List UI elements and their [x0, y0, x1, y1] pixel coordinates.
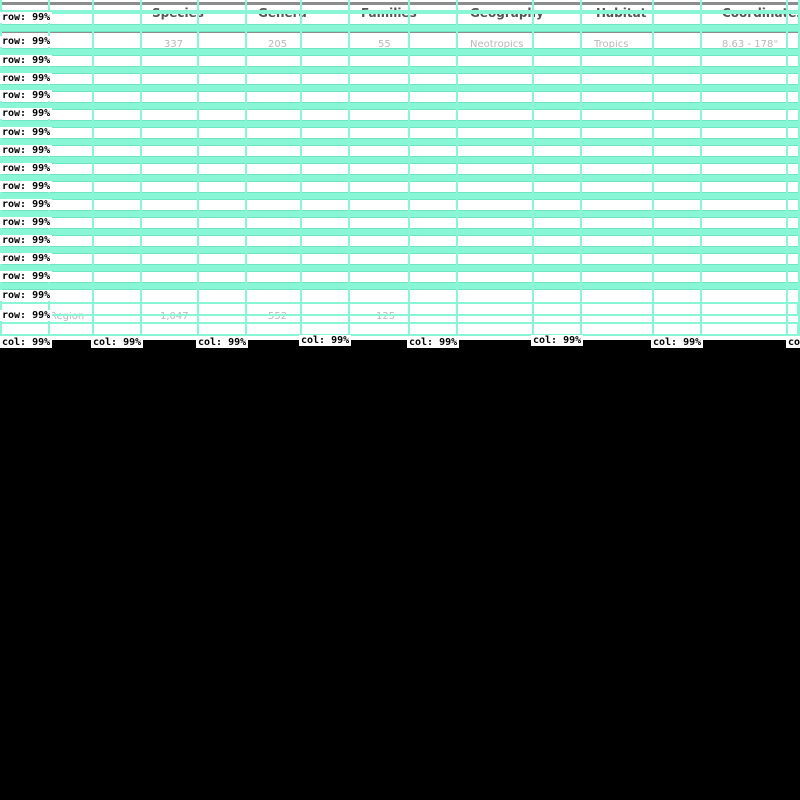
row-detection-label: row: 99% [0, 271, 53, 282]
column-box [92, 0, 142, 336]
row-detection-label: row: 99% [0, 127, 53, 138]
column-box [532, 0, 582, 336]
row-box-top [0, 10, 800, 14]
column-detection-label: col: 99% [91, 337, 144, 348]
row-detection-label: row: 99% [0, 310, 53, 321]
row-detection-label: row: 99% [0, 217, 53, 228]
column-detection-label: col: 99% [786, 337, 800, 348]
cell-families: 55 [378, 40, 391, 49]
column-detection-label: col: 99% [196, 337, 249, 348]
column-box [197, 0, 247, 336]
row-detection-label: row: 99% [0, 235, 53, 246]
column-detection-label: col: 99% [299, 335, 352, 346]
row-detection-label: row: 99% [0, 181, 53, 192]
cell-total-species: 1,047 [160, 312, 189, 321]
row-detection-label: row: 99% [0, 163, 53, 174]
row-detection-label: row: 99% [0, 73, 53, 84]
cell-genera: 205 [268, 40, 288, 49]
row-detection-label: row: 99% [0, 12, 53, 23]
table-top-rule [0, 2, 800, 5]
column-detection-label: col: 99% [407, 337, 460, 348]
cell-total-genera: 552 [268, 312, 288, 321]
row-detection-label: row: 99% [0, 145, 53, 156]
row-detection-label: row: 99% [0, 108, 53, 119]
column-box [300, 0, 350, 336]
row-detection-label: row: 99% [0, 253, 53, 264]
row-detection-label: row: 99% [0, 55, 53, 66]
row-detection-label: row: 99% [0, 90, 53, 101]
cell-species: 337 [164, 40, 184, 49]
column-detection-label: col: 99% [0, 337, 53, 348]
column-box [652, 0, 702, 336]
column-detection-label: col: 99% [531, 335, 584, 346]
cell-coordinates: 8.63 - 178° [722, 40, 779, 49]
row-detection-label: row: 99% [0, 199, 53, 210]
row-detection-label: row: 99% [0, 36, 53, 47]
cell-total-families: 125 [376, 312, 396, 321]
column-detection-label: col: 99% [651, 337, 704, 348]
cell-geography: Neotropics [470, 40, 524, 49]
cell-region-label: Region [50, 312, 85, 321]
cell-habitat: Tropics [594, 40, 629, 49]
species-table-screenshot: Species Genera Families Geography Habita… [0, 0, 800, 340]
row-detection-label: row: 99% [0, 290, 53, 301]
column-box [408, 0, 458, 336]
column-box [786, 0, 800, 336]
